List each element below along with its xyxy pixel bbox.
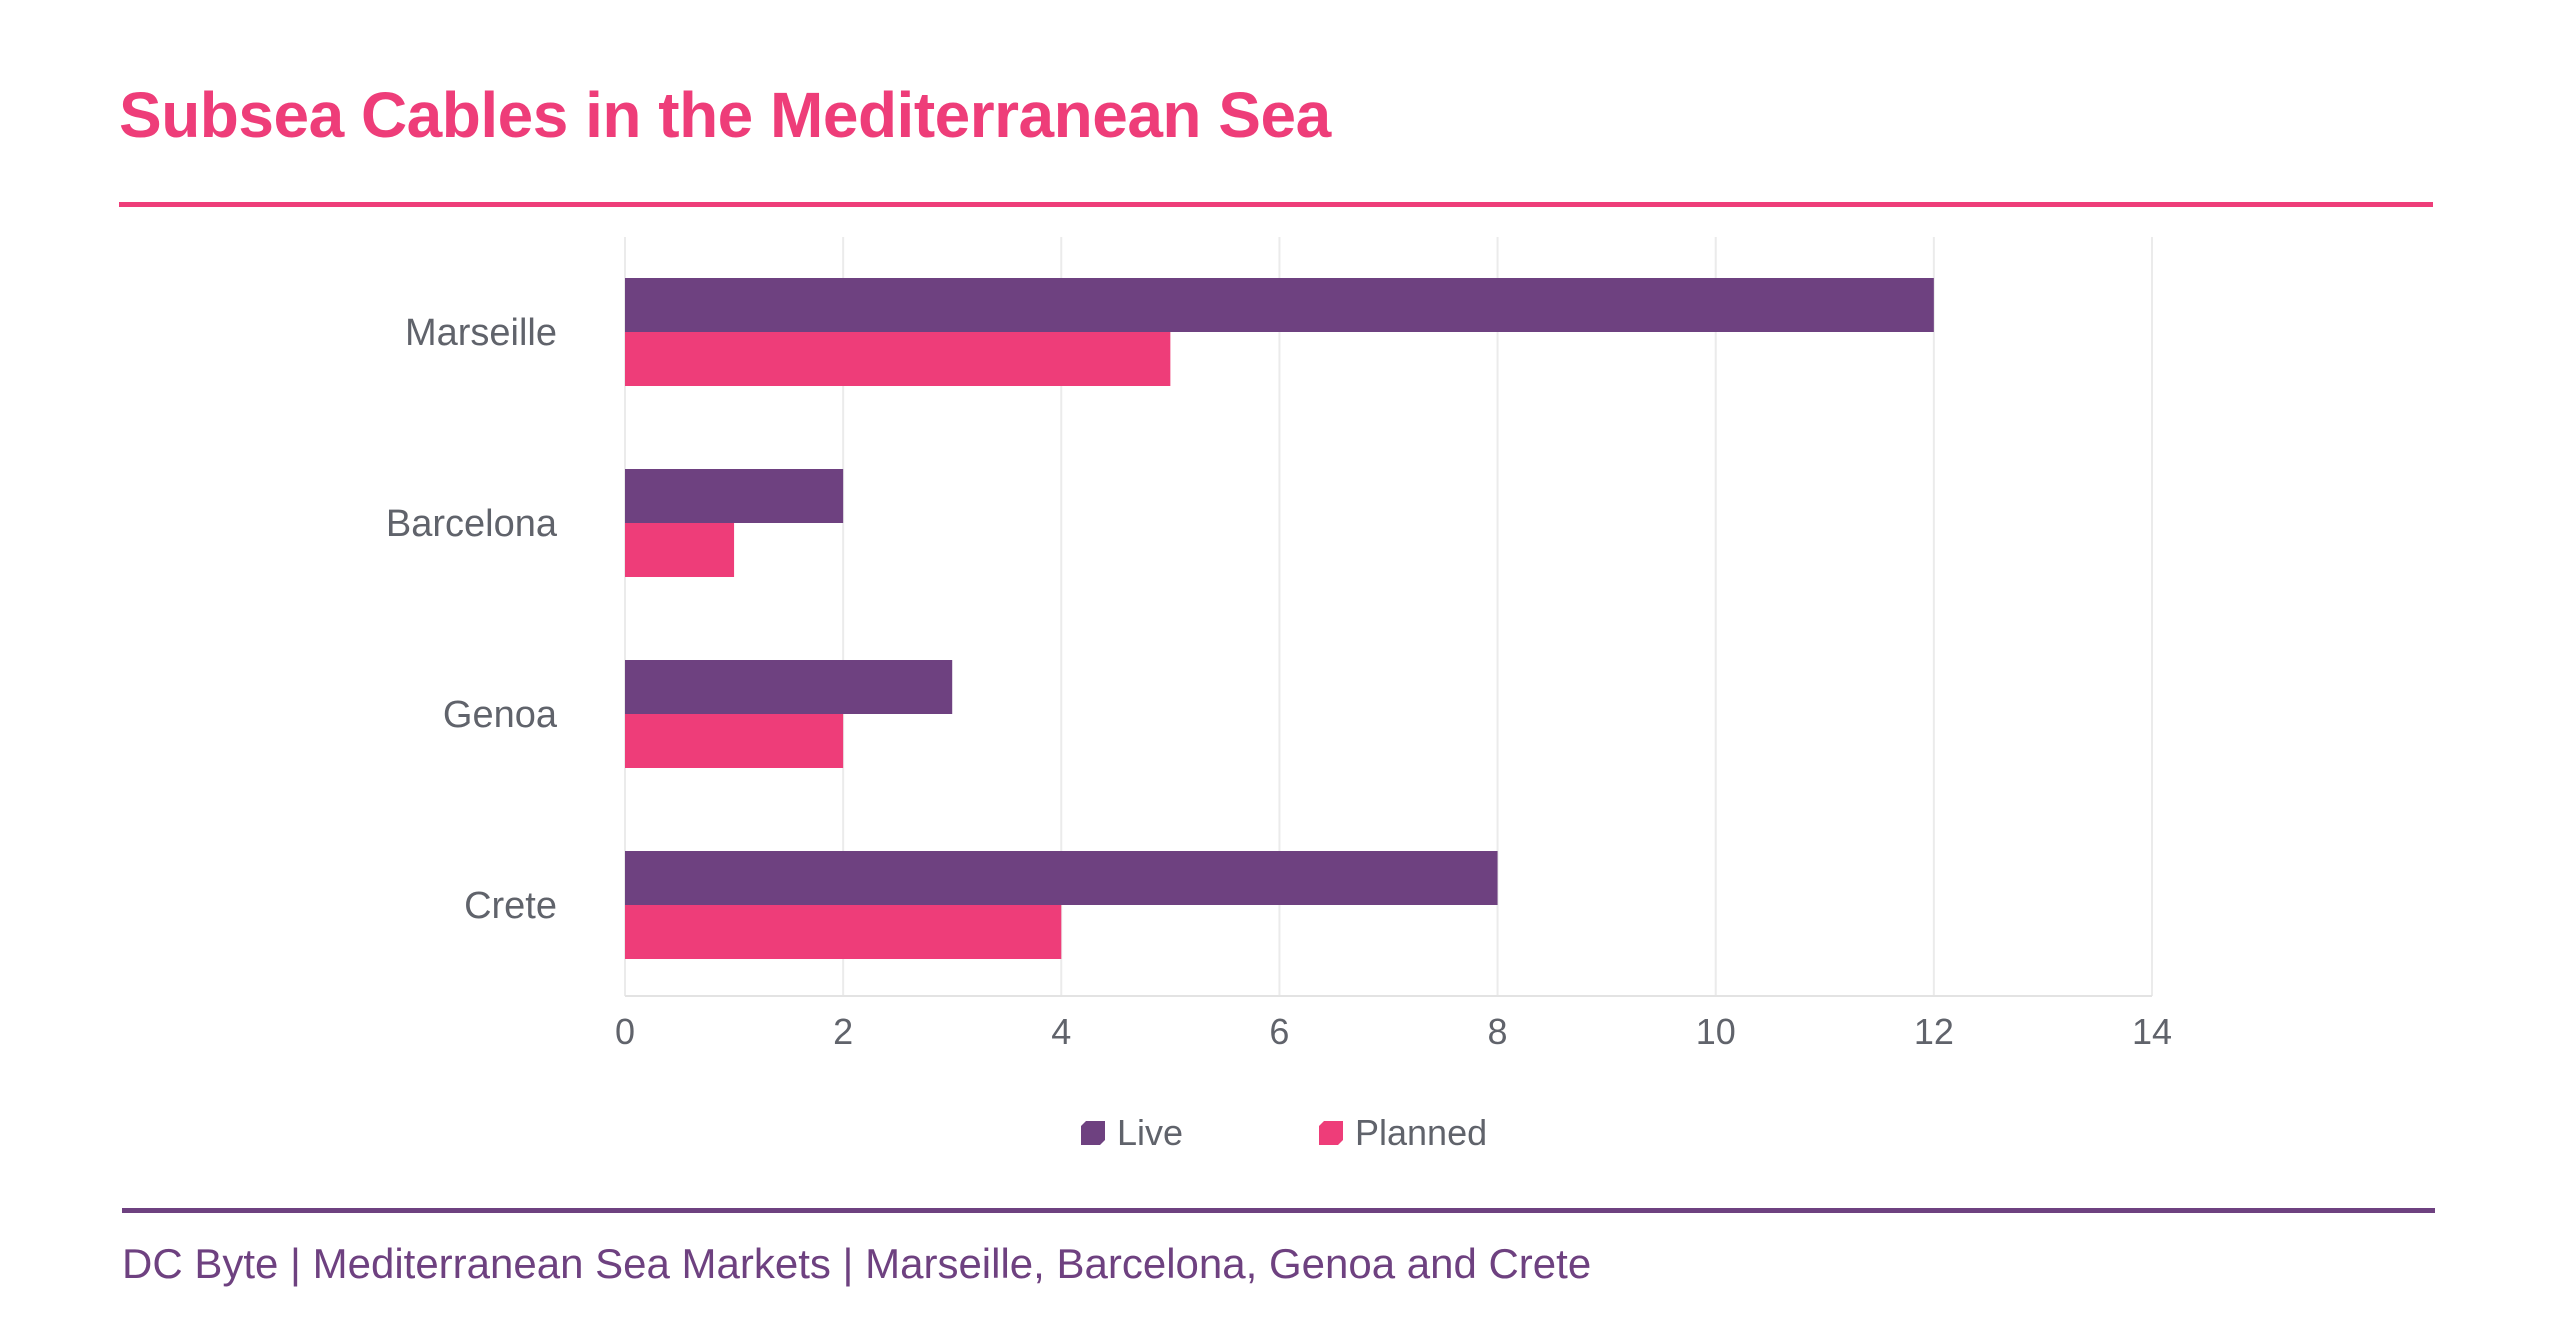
x-tick-label: 2: [833, 1011, 853, 1052]
bar-live-crete: [625, 851, 1498, 905]
y-category-label: Marseille: [405, 312, 557, 354]
bar-planned-crete: [625, 905, 1062, 959]
x-tick-label: 0: [615, 1011, 635, 1052]
y-category-label: Genoa: [443, 694, 558, 736]
x-tick-label: 10: [1696, 1011, 1736, 1052]
footer-source: DC Byte | Mediterranean Sea Markets | Ma…: [122, 1240, 1592, 1287]
legend-swatch-live: [1081, 1121, 1105, 1145]
y-category-label: Barcelona: [386, 503, 558, 545]
x-tick-label: 8: [1488, 1011, 1508, 1052]
legend-swatch-planned: [1319, 1121, 1343, 1145]
bar-planned-barcelona: [625, 523, 735, 577]
bar-planned-genoa: [625, 714, 844, 768]
bar-live-barcelona: [625, 469, 844, 523]
x-tick-label: 4: [1051, 1011, 1071, 1052]
bar-live-marseille: [625, 278, 1934, 332]
x-tick-label: 6: [1269, 1011, 1289, 1052]
chart-title: Subsea Cables in the Mediterranean Sea: [119, 79, 1331, 151]
legend-label-planned: Planned: [1355, 1112, 1487, 1153]
x-tick-label: 14: [2132, 1011, 2172, 1052]
y-category-label: Crete: [464, 885, 557, 927]
footer-divider: [122, 1208, 2435, 1213]
legend-label-live: Live: [1117, 1112, 1183, 1153]
bar-live-genoa: [625, 660, 953, 714]
bar-planned-marseille: [625, 332, 1171, 386]
x-tick-label: 12: [1914, 1011, 1954, 1052]
title-divider: [119, 202, 2433, 207]
